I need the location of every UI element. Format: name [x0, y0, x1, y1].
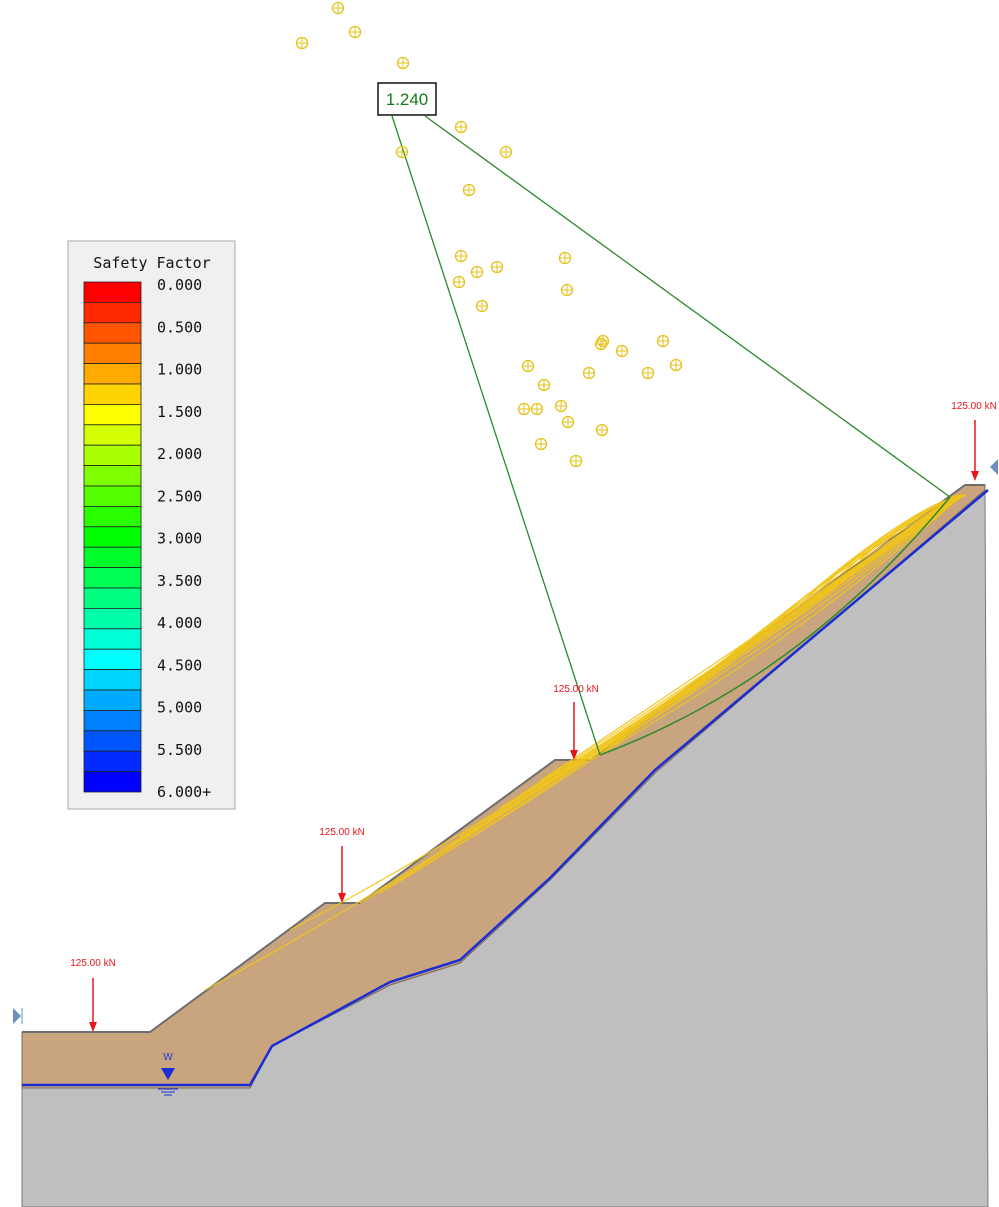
legend-swatch — [83, 342, 142, 365]
load-4-label: 125.00 kN — [951, 401, 997, 412]
legend-swatch — [83, 648, 142, 671]
legend-swatch — [83, 587, 142, 609]
legend-swatch — [83, 363, 142, 385]
load-3: 125.00 kN — [553, 684, 599, 760]
right-boundary-marker-icon — [990, 459, 998, 475]
legend-swatch — [83, 608, 142, 630]
legend-label: 4.500 — [157, 656, 202, 674]
legend-swatch — [83, 710, 142, 732]
legend-swatch — [83, 444, 142, 467]
legend-swatch — [83, 505, 142, 528]
legend-label: 2.500 — [157, 487, 202, 505]
slip-center-grid — [295, 1, 683, 468]
critical-factor-label: 1.240 — [386, 90, 429, 109]
legend-label: 0.000 — [157, 276, 202, 294]
legend-swatch — [83, 403, 142, 426]
load-4: 125.00 kN — [951, 401, 997, 481]
legend-swatch — [83, 485, 142, 507]
legend-label: 1.000 — [157, 361, 202, 379]
legend-swatch — [83, 771, 142, 793]
legend-swatch — [83, 301, 142, 324]
legend-swatch — [83, 465, 142, 487]
critical-surface — [391, 115, 951, 756]
legend-label: 0.500 — [157, 318, 202, 336]
legend-swatch — [83, 628, 142, 650]
legend-swatch — [83, 281, 142, 303]
legend-swatch — [83, 669, 142, 691]
water-table-marker: W — [158, 1052, 178, 1096]
legend-color-bar — [83, 281, 142, 793]
critical-factor-box — [377, 82, 437, 116]
legend-label: 1.500 — [157, 403, 202, 421]
legend-swatch — [83, 424, 142, 446]
legend-label: 3.500 — [157, 572, 202, 590]
legend-swatch — [83, 546, 142, 569]
legend-swatch — [83, 526, 142, 548]
safety-factor-legend: Safety Factor 0.000 0.500 1.000 1.500 2.000 2… — [67, 240, 236, 810]
load-2: 125.00 kN — [319, 827, 365, 903]
legend-swatch — [83, 750, 142, 773]
legend-label: 3.000 — [157, 530, 202, 548]
legend-labels: 0.000 0.500 1.000 1.500 2.000 2.500 3.000 3.500… — [157, 276, 211, 801]
slip-surfaces — [204, 494, 967, 991]
legend-swatch — [83, 322, 142, 344]
load-1: 125.00 kN — [70, 958, 116, 1032]
legend-swatch — [83, 689, 142, 711]
water-table-line — [22, 489, 989, 1087]
load-1-label: 125.00 kN — [70, 958, 116, 969]
legend-label: 4.000 — [157, 614, 202, 632]
legend-label: 5.000 — [157, 699, 202, 717]
left-boundary-marker-icon — [13, 1008, 21, 1024]
legend-label: 5.500 — [157, 741, 202, 759]
water-table-label: W — [163, 1052, 173, 1063]
legend-label: 2.000 — [157, 445, 202, 463]
load-3-label: 125.00 kN — [553, 684, 599, 695]
legend-swatch — [83, 383, 142, 405]
load-2-label: 125.00 kN — [319, 827, 365, 838]
legend-swatch — [83, 730, 142, 752]
legend-label: 6.000+ — [157, 783, 211, 801]
legend-title: Safety Factor — [93, 254, 210, 272]
legend-swatch — [83, 567, 142, 589]
